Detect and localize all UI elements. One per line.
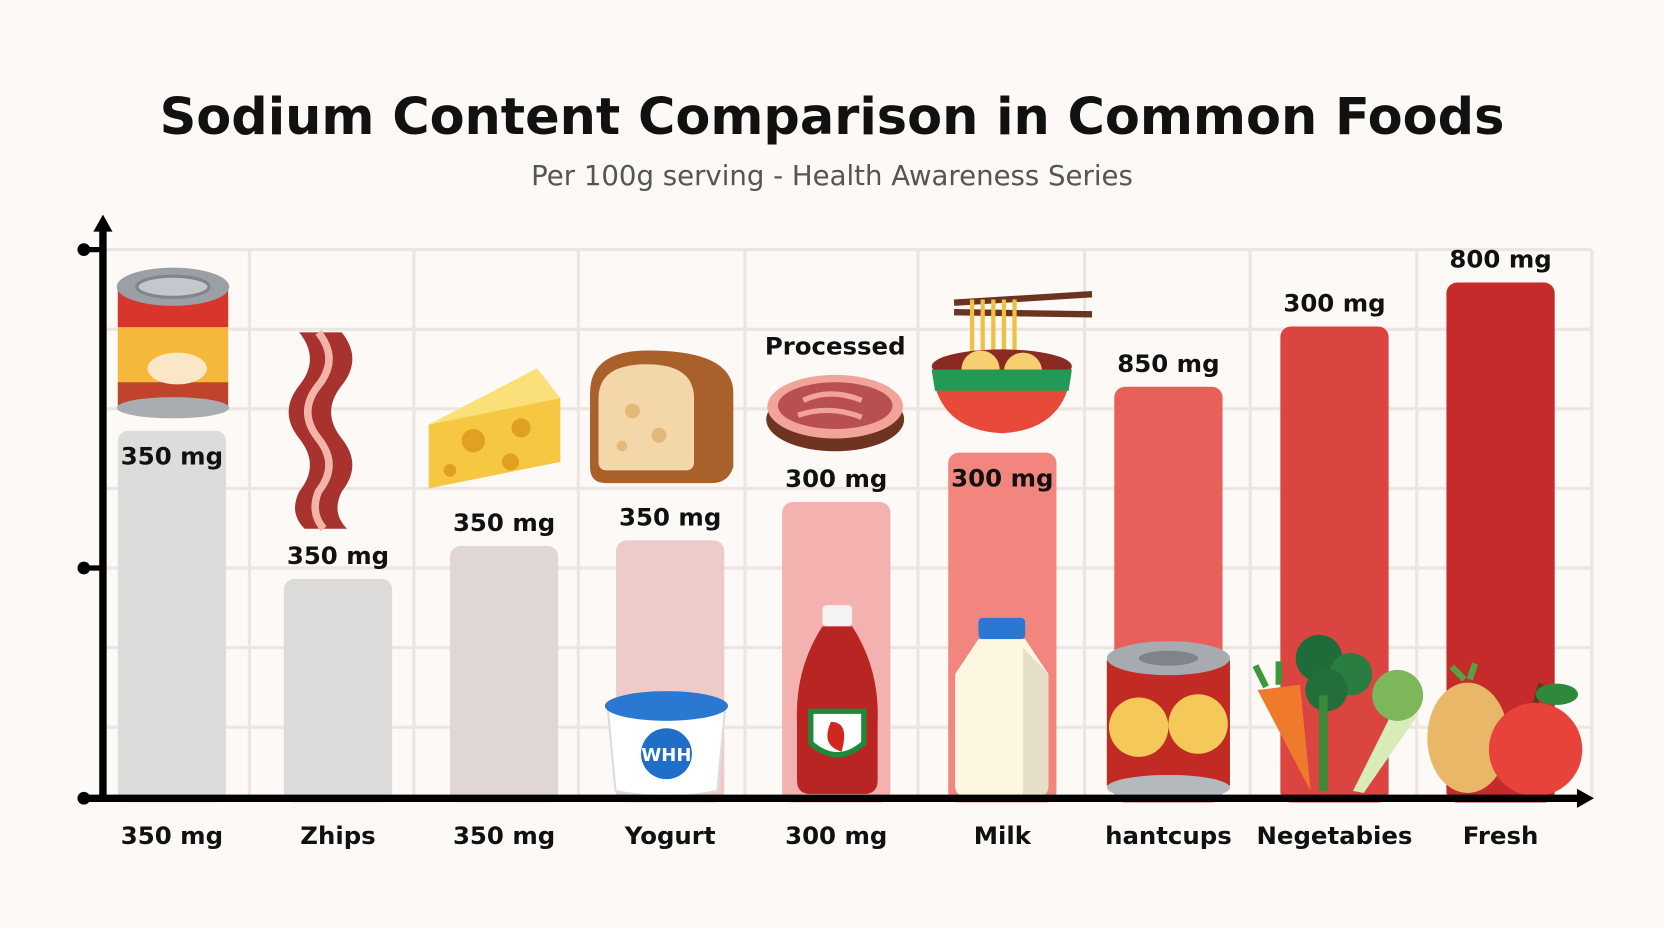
bar-value-label: 350 mg <box>287 541 389 570</box>
chart-title: Sodium Content Comparison in Common Food… <box>160 88 1505 147</box>
x-tick-label: Milk <box>974 821 1032 850</box>
yogurt-icon: WHH <box>604 691 728 798</box>
bar-value-label: 300 mg <box>785 464 887 493</box>
x-tick-label: Fresh <box>1463 821 1539 850</box>
bar-value-label: 350 mg <box>121 442 223 471</box>
processed-annotation: Processed <box>765 332 906 361</box>
bar-value-label: 350 mg <box>453 508 555 537</box>
bar-value-label: 300 mg <box>1283 289 1385 318</box>
bread-icon <box>590 350 734 484</box>
x-tick-label: hantcups <box>1105 821 1232 850</box>
chart-subtitle: Per 100g serving - Health Awareness Seri… <box>531 159 1133 192</box>
x-axis-arrow <box>1576 788 1594 808</box>
potato-apple-icon <box>1427 662 1583 797</box>
bacon-icon <box>288 330 353 532</box>
x-tick-label: 350 mg <box>121 821 223 850</box>
bar-0 <box>117 430 227 803</box>
y-axis-arrow <box>93 214 113 232</box>
x-tick-label: 350 mg <box>453 821 555 850</box>
axes <box>77 214 1594 808</box>
cheese-icon <box>428 368 561 489</box>
milk-icon <box>955 617 1049 797</box>
x-tick-labels: 350 mg Zhips 350 mg Yogurt 300 mg Milk hantcup… <box>121 821 1539 850</box>
canned-soup-icon <box>116 267 230 419</box>
canned-food-icon <box>1106 641 1230 801</box>
noodle-bowl-icon <box>931 291 1093 434</box>
origin-tick <box>77 791 91 805</box>
x-tick-label: Yogurt <box>624 821 716 850</box>
x-tick-label: Zhips <box>300 821 375 850</box>
bar-value-label: 850 mg <box>1117 349 1219 378</box>
x-tick-label: 300 mg <box>785 821 887 850</box>
bar-2 <box>449 545 559 803</box>
bar-value-label: 800 mg <box>1449 245 1551 274</box>
bar-value-label: 350 mg <box>619 503 721 532</box>
svg-text:WHH: WHH <box>641 745 691 766</box>
bar-1 <box>283 578 393 803</box>
vegetables-icon <box>1252 634 1424 793</box>
processed-meat-icon <box>766 374 905 452</box>
x-tick-label: Negetabies <box>1257 821 1413 850</box>
bar-value-label: 300 mg <box>951 464 1053 493</box>
ketchup-icon <box>796 605 878 795</box>
